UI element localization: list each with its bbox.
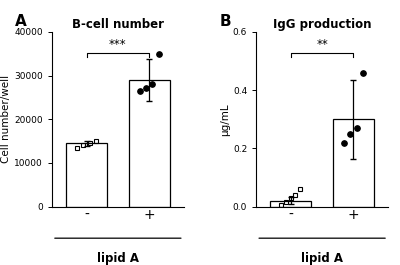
Bar [66, 143, 107, 207]
Bar [129, 80, 170, 207]
Text: **: ** [316, 38, 328, 51]
Text: lipid A: lipid A [97, 252, 139, 265]
Text: ***: *** [109, 38, 127, 51]
Y-axis label: Cell number/well: Cell number/well [2, 75, 12, 163]
Y-axis label: μg/mL: μg/mL [220, 103, 230, 136]
Bar [333, 119, 374, 207]
Title: B-cell number: B-cell number [72, 18, 164, 31]
Text: lipid A: lipid A [301, 252, 343, 265]
Text: B: B [219, 14, 231, 29]
Bar [270, 201, 311, 207]
Title: IgG production: IgG production [273, 18, 371, 31]
Text: A: A [15, 14, 27, 29]
